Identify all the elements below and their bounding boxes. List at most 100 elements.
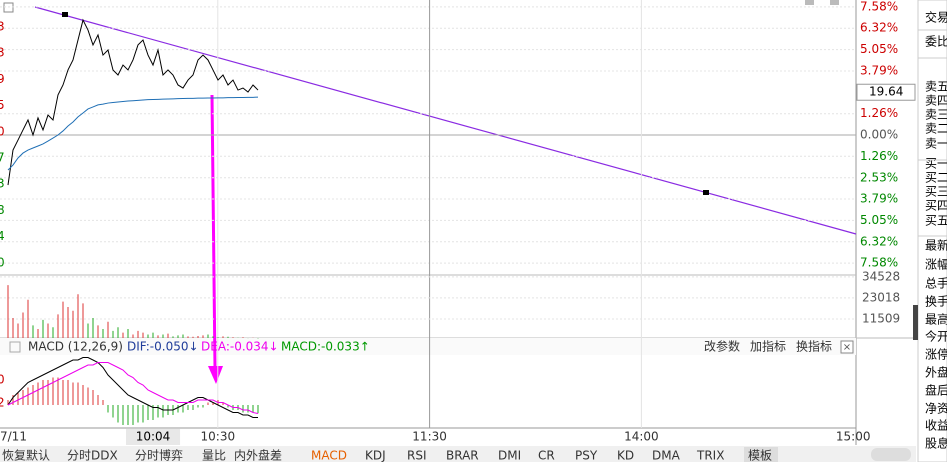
tab[interactable]: 内外盘差: [234, 448, 282, 462]
pct-tick-label: 2.53%: [860, 170, 898, 184]
tab[interactable]: 恢复默认: [2, 448, 50, 462]
tab[interactable]: 分时DDX: [67, 449, 118, 462]
pct-tick-label: 1.26%: [860, 149, 898, 163]
volume-tick-label: 11509: [862, 311, 900, 325]
sidebar-label: 买五: [925, 214, 947, 228]
sidebar-label: 最新: [925, 238, 947, 253]
sidebar-label: 卖二: [925, 122, 947, 136]
price-marker-box: [856, 83, 916, 101]
time-tick-label: 11:30: [412, 430, 447, 444]
tab[interactable]: KD: [617, 449, 634, 462]
icon[interactable]: [805, 0, 814, 5]
sidebar-label: 卖一: [925, 137, 947, 151]
sidebar-label: 买二: [925, 171, 947, 185]
trend-handle[interactable]: [703, 190, 709, 195]
toggle: [871, 448, 911, 461]
tab[interactable]: TRIX: [696, 449, 724, 462]
tab[interactable]: BRAR: [446, 449, 479, 462]
sidebar-label: 净资: [925, 402, 947, 416]
pct-tick-label: 5.05%: [860, 213, 898, 227]
time-tick-label: 15:00: [836, 430, 871, 444]
sidebar-label: 买三: [925, 185, 947, 199]
sidebar-label: 涨幅: [925, 257, 947, 272]
close-button[interactable]: [840, 340, 854, 354]
sidebar-label: 买一: [925, 157, 947, 171]
tab[interactable]: RSI: [407, 449, 427, 462]
icon[interactable]: [830, 0, 839, 5]
left-price-label: 3: [0, 46, 5, 60]
sidebar-label: 交易: [925, 10, 947, 25]
sidebar-label: 外盘: [925, 365, 947, 380]
sidebar: [917, 0, 947, 462]
macd-dea-label: DEA:-0.034↓: [201, 340, 279, 354]
tab[interactable]: 模板: [748, 449, 772, 462]
sidebar-handle[interactable]: [913, 305, 918, 340]
arrow: [210, 94, 217, 369]
sidebar-items: 交易委比卖五卖四卖三卖二卖一买一买二买三买四买五最新涨幅总手换手最高今开涨停外盘…: [918, 10, 947, 451]
pct-tick-label: 7.58%: [860, 0, 898, 13]
sidebar-label: 卖三: [925, 108, 947, 122]
arrow-head: [208, 366, 223, 384]
macd-title: MACD (12,26,9): [28, 340, 123, 354]
pct-tick-label: 3.79%: [860, 63, 898, 77]
tab-bar: [0, 446, 916, 462]
tab[interactable]: KDJ: [365, 449, 386, 462]
sidebar-label: 今开: [925, 329, 947, 344]
pct-tick-label: 5.05%: [860, 42, 898, 56]
time-tick-label: 7/11: [0, 430, 27, 444]
sidebar-label: 股息: [925, 436, 947, 451]
sidebar-label: 总手: [925, 277, 947, 291]
left-price-label: 7: [0, 151, 5, 165]
pct-tick-label: 0.00%: [860, 128, 898, 142]
volume-tick-label: 23018: [862, 290, 900, 304]
icon[interactable]: [3, 2, 14, 13]
tab-bg: [744, 447, 778, 462]
pct-tick-label: 6.32%: [860, 21, 898, 35]
tab[interactable]: PSY: [575, 449, 598, 462]
left-price-label: 8: [0, 203, 5, 217]
sidebar-label: 最高: [925, 312, 947, 327]
pct-tick-label: 7.58%: [860, 256, 898, 270]
pct-tick-label: 6.32%: [860, 234, 898, 248]
average-line: [7, 96, 259, 171]
left-price-label: 0: [0, 124, 5, 138]
macd-button[interactable]: 改参数: [704, 339, 740, 354]
tab[interactable]: DMI: [498, 449, 521, 462]
chart-bg: [0, 0, 856, 445]
time-tick-label: 10:30: [201, 430, 236, 444]
dif-line: [7, 357, 258, 418]
trend-handle[interactable]: [62, 12, 68, 17]
tab[interactable]: CR: [538, 449, 555, 462]
macd-left-label: 2: [0, 396, 5, 410]
tab[interactable]: DMA: [652, 449, 681, 462]
tab[interactable]: 量比: [202, 449, 226, 462]
price-line: [7, 18, 259, 186]
cursor-box: [126, 429, 181, 445]
cursor-label: 10:04: [136, 430, 171, 444]
trend-line: [34, 6, 857, 235]
sidebar-label: 卖四: [925, 94, 947, 108]
left-price-label: 9: [0, 72, 5, 86]
macd-macd-label: MACD:-0.033↑: [281, 340, 370, 354]
left-price-label: 5: [0, 98, 5, 112]
icon[interactable]: [9, 341, 21, 353]
left-price-label: 0: [0, 255, 5, 269]
tab[interactable]: MACD: [311, 449, 347, 462]
dea-line: [7, 362, 259, 414]
volume-tick-label: 34528: [862, 269, 900, 283]
left-price-label: 3: [0, 177, 5, 191]
sidebar-label: 买四: [925, 199, 947, 213]
close-icon[interactable]: ×: [843, 342, 851, 353]
left-price-label: 3: [0, 20, 5, 34]
sidebar-label: 涨停: [925, 347, 947, 362]
macd-dif-label: DIF:-0.050↓: [127, 340, 199, 354]
macd-button[interactable]: 加指标: [750, 339, 786, 354]
left-price-label: 4: [0, 229, 5, 243]
pct-tick-label: 1.26%: [860, 106, 898, 120]
tab[interactable]: 分时博弈: [135, 448, 183, 462]
macd-button[interactable]: 换指标: [796, 339, 832, 354]
macd-left-label: 0: [0, 373, 5, 387]
sidebar-label: 卖五: [925, 80, 947, 94]
